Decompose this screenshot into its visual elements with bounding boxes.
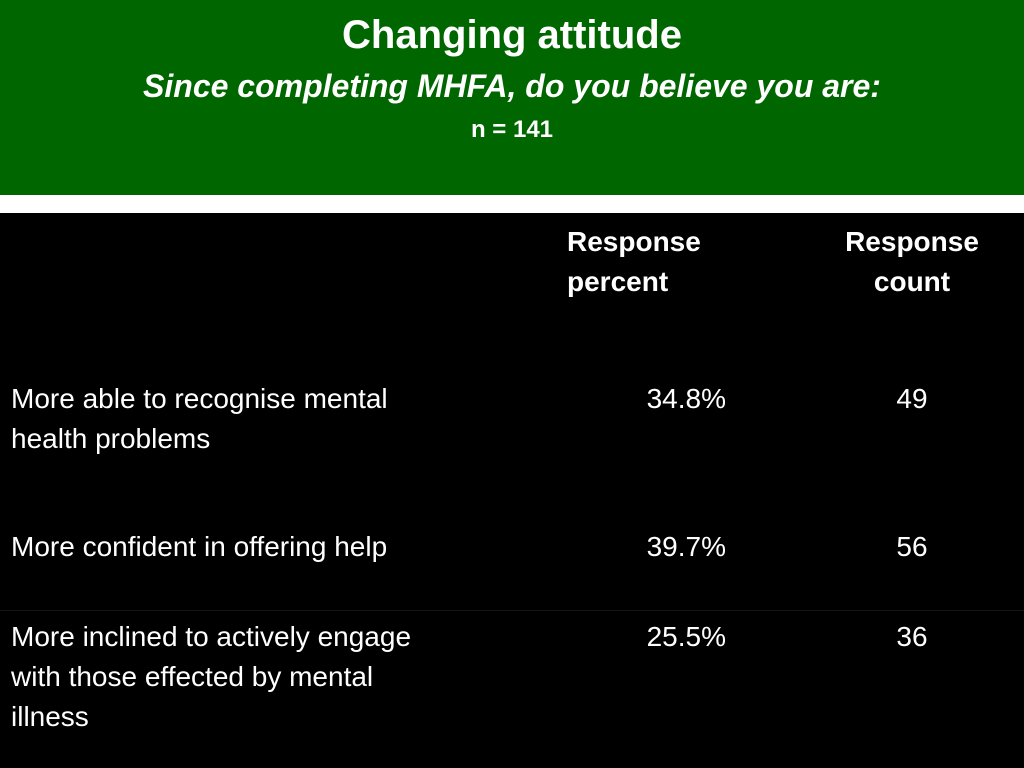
row-count: 49 bbox=[896, 383, 928, 414]
title-banner: Changing attitude Since completing MHFA,… bbox=[0, 0, 1024, 195]
row-percent: 39.7% bbox=[646, 531, 726, 562]
row-percent: 34.8% bbox=[646, 383, 726, 414]
column-header-percent-line: Response bbox=[567, 226, 701, 257]
column-header-count: Response count bbox=[812, 222, 1012, 302]
row-label-line: with those effected by mental bbox=[11, 661, 374, 692]
row-label-line: More confident in offering help bbox=[11, 531, 388, 562]
row-label: More inclined to actively engage with th… bbox=[11, 617, 511, 737]
sample-size: n = 141 bbox=[470, 116, 554, 143]
row-label-line: illness bbox=[11, 701, 89, 732]
column-header-percent: Response percent bbox=[567, 222, 701, 302]
row-percent: 25.5% bbox=[646, 621, 726, 652]
row-count: 56 bbox=[896, 531, 928, 562]
row-separator bbox=[0, 610, 1024, 611]
row-label-line: More able to recognise mental bbox=[11, 383, 388, 414]
column-header-count-line: Response bbox=[845, 226, 979, 257]
row-label-line: health problems bbox=[11, 423, 211, 454]
row-count: 36 bbox=[896, 621, 928, 652]
header-divider bbox=[0, 195, 1024, 213]
slide-title: Changing attitude bbox=[342, 13, 682, 57]
row-label: More confident in offering help bbox=[11, 527, 511, 567]
column-header-count-line: count bbox=[873, 266, 951, 297]
column-header-percent-line: percent bbox=[567, 266, 669, 297]
results-table: Response percent Response count More abl… bbox=[0, 213, 1024, 768]
row-label-line: More inclined to actively engage bbox=[11, 621, 412, 652]
row-label: More able to recognise mental health pro… bbox=[11, 379, 511, 459]
slide-subtitle: Since completing MHFA, do you believe yo… bbox=[143, 68, 881, 104]
